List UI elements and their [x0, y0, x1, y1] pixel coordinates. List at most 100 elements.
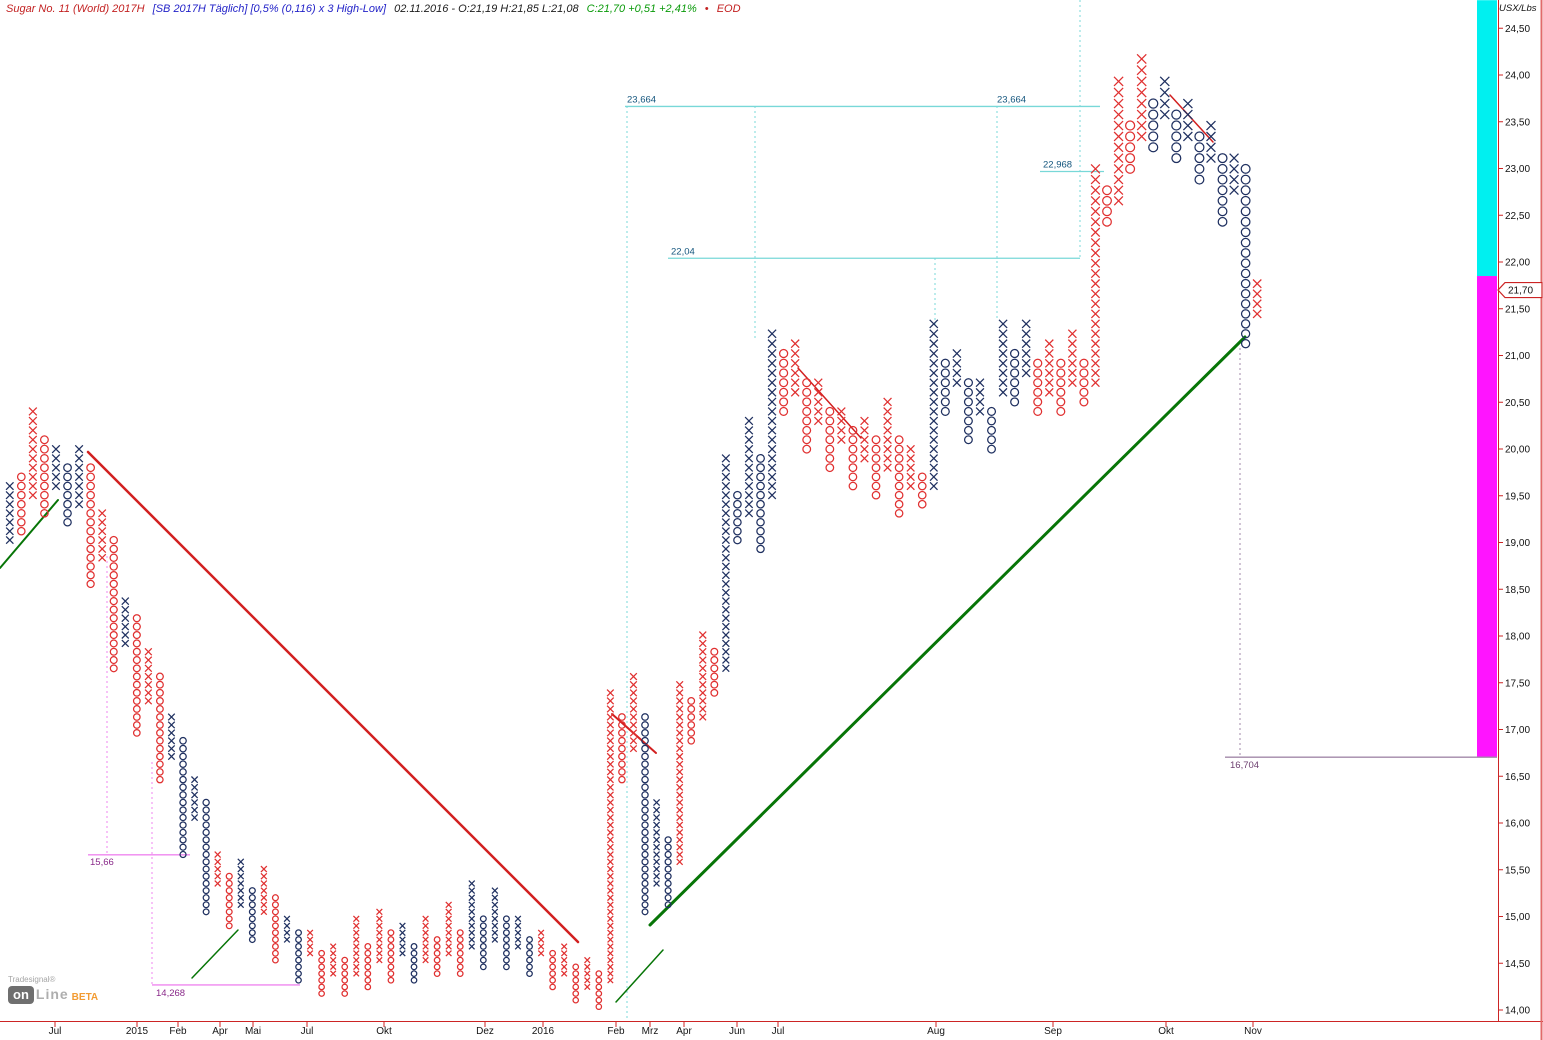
pnf-column-x	[883, 397, 892, 472]
pnf-column-o	[595, 970, 603, 1011]
pnf-column-o	[225, 872, 233, 930]
pnf-column-o	[848, 425, 858, 491]
pnf-column-x	[837, 407, 846, 445]
price-level-label: 22,04	[671, 246, 695, 257]
time-tick-label: Mrz	[642, 1026, 659, 1037]
pnf-column-x	[606, 689, 615, 984]
pnf-column-o	[63, 463, 72, 527]
time-tick-label: Jul	[301, 1026, 314, 1037]
price-tick-label: 17,50	[1505, 678, 1530, 689]
time-tick-label: Apr	[676, 1026, 692, 1037]
pnf-column-x	[190, 776, 199, 822]
logo-line: Line	[35, 986, 69, 1003]
pnf-column-o	[318, 949, 326, 997]
pnf-column-x	[721, 454, 731, 673]
pnf-column-o	[687, 696, 696, 745]
price-tick-label: 22,50	[1505, 211, 1530, 222]
time-tick-label: Apr	[212, 1026, 228, 1037]
pnf-column-o	[963, 378, 974, 445]
logo-beta-badge: BETA	[71, 992, 99, 1004]
pnf-column-o	[940, 358, 950, 416]
price-tick-label: 20,50	[1505, 398, 1530, 409]
pnf-column-o	[1148, 98, 1159, 153]
pnf-column-x	[1113, 76, 1124, 206]
pnf-column-x	[675, 680, 684, 866]
pnf-column-o	[86, 463, 96, 589]
price-level-label: 23,664	[997, 94, 1026, 105]
pnf-column-x	[1067, 329, 1077, 388]
pnf-column-x	[1252, 279, 1262, 319]
pnf-column-x	[237, 858, 245, 909]
price-level-label: 22,968	[1043, 159, 1072, 170]
chart-title-bar: Sugar No. 11 (World) 2017H [SB 2017H Täg…	[6, 3, 746, 15]
pnf-column-x	[121, 597, 130, 648]
pnf-column-o	[526, 936, 533, 977]
pnf-column-x	[74, 444, 84, 509]
pnf-column-x	[653, 798, 661, 887]
price-tick-label: 19,50	[1505, 491, 1530, 502]
time-tick-label: Okt	[1158, 1026, 1174, 1037]
price-level-label: 14,268	[156, 988, 185, 999]
price-tick-label: 18,50	[1505, 585, 1530, 596]
pnf-column-o	[341, 956, 349, 997]
price-tick-label: 20,00	[1505, 445, 1530, 456]
logo-on: on	[8, 985, 34, 1005]
time-tick-label: Aug	[927, 1026, 945, 1037]
pnf-column-x	[584, 956, 591, 991]
tradesignal-logo: Tradesignal® on Line BETA	[8, 975, 99, 1005]
pnf-column-x	[975, 378, 985, 416]
pnf-column-o	[1009, 348, 1020, 407]
pnf-column-o	[364, 943, 372, 991]
green-trend-line[interactable]	[0, 499, 59, 569]
time-tick-label: 2015	[126, 1026, 149, 1037]
pnf-column-x	[5, 481, 14, 545]
pnf-column-o	[756, 453, 765, 554]
pnf-column-o	[1171, 109, 1182, 164]
pnf-column-o	[1056, 358, 1066, 416]
pnf-column-x	[1229, 153, 1239, 196]
pnf-column-x	[167, 713, 176, 761]
pnf-column-x	[929, 319, 939, 491]
pnf-column-o	[155, 672, 164, 784]
green-trend-line[interactable]	[615, 949, 664, 1003]
time-tick-label: Okt	[376, 1026, 392, 1037]
pnf-column-o	[39, 435, 49, 518]
pnf-column-o	[733, 490, 742, 545]
pnf-column-x	[144, 647, 153, 705]
pnf-column-o	[479, 915, 487, 971]
pnf-column-o	[1240, 163, 1251, 349]
pnf-column-x	[952, 349, 962, 388]
red-trend-line[interactable]	[86, 450, 580, 944]
pnf-column-x	[491, 887, 499, 943]
price-level-label: 23,664	[627, 94, 656, 105]
pnf-column-o	[986, 406, 997, 454]
price-tick-label: 16,00	[1505, 819, 1530, 830]
pnf-column-o	[1079, 358, 1089, 407]
pnf-column-x	[813, 378, 823, 426]
pnf-column-x	[468, 880, 476, 950]
price-tick-label: 17,00	[1505, 725, 1530, 736]
current-price-marker	[1497, 281, 1543, 299]
price-tick-label: 14,50	[1505, 959, 1530, 970]
symbol-name: Sugar No. 11 (World) 2017H	[6, 3, 145, 15]
pnf-column-o	[549, 949, 557, 991]
pnf-column-o	[387, 929, 395, 984]
green-trend-line[interactable]	[648, 335, 1247, 927]
pnf-column-o	[1125, 120, 1136, 174]
time-tick-label: Jul	[49, 1026, 62, 1037]
time-tick-label: Nov	[1244, 1026, 1262, 1037]
pnf-column-x	[1044, 339, 1054, 397]
pnf-column-o	[1194, 131, 1205, 185]
pnf-column-x	[1206, 120, 1216, 163]
pnf-column-o	[894, 435, 904, 518]
pnf-column-o	[802, 378, 812, 454]
pnf-column-o	[456, 929, 464, 977]
price-tick-label: 15,50	[1505, 865, 1530, 876]
green-trend-line[interactable]	[191, 929, 239, 979]
pnf-column-x	[306, 929, 314, 957]
pnf-column-o	[248, 887, 256, 944]
pnf-column-x	[329, 943, 337, 977]
pnf-column-o	[179, 736, 187, 859]
pnf-column-x	[1182, 98, 1193, 142]
